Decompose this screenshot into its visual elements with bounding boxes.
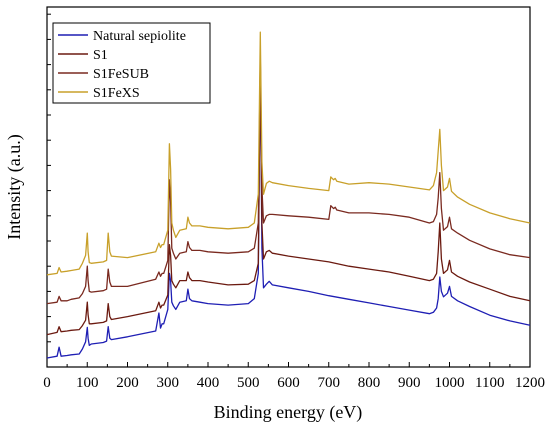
series-line-1 — [46, 63, 531, 359]
x-tick-label: 1100 — [475, 375, 504, 391]
legend: Natural sepiolite S1 S1FeSUB S1FeXS — [52, 22, 211, 104]
x-tick-label: 900 — [398, 375, 421, 391]
x-tick-label: 500 — [237, 375, 260, 391]
legend-label-4: S1FeXS — [93, 86, 140, 101]
x-tick-label: 0 — [43, 375, 51, 391]
x-tick-label: 1000 — [435, 375, 465, 391]
x-tick-label: 800 — [358, 375, 381, 391]
series-line-4 — [46, 31, 531, 276]
y-axis-label: Intensity (a.u.) — [4, 134, 25, 239]
x-tick-label: 600 — [277, 375, 300, 391]
series-layer — [46, 31, 531, 359]
x-tick-label: 300 — [157, 375, 180, 391]
legend-label-3: S1FeSUB — [93, 67, 149, 82]
x-tick-label: 700 — [318, 375, 341, 391]
x-tick-label: 400 — [197, 375, 220, 391]
legend-items: Natural sepiolite S1 S1FeSUB S1FeXS — [58, 29, 186, 101]
x-tick-label: 100 — [76, 375, 99, 391]
y-axis-ticks — [47, 13, 51, 368]
x-axis-label: Binding energy (eV) — [214, 402, 363, 423]
x-tick-label: 1200 — [515, 375, 545, 391]
x-tick-label: 200 — [116, 375, 139, 391]
x-axis-ticks: 0 100 200 300 400 500 600 700 800 900 1000 1100 1200 — [43, 362, 545, 391]
series-line-2 — [46, 60, 531, 336]
series-line-3 — [46, 56, 531, 305]
legend-box — [52, 22, 211, 104]
legend-label-1: Natural sepiolite — [93, 29, 186, 44]
legend-label-2: S1 — [93, 48, 108, 63]
